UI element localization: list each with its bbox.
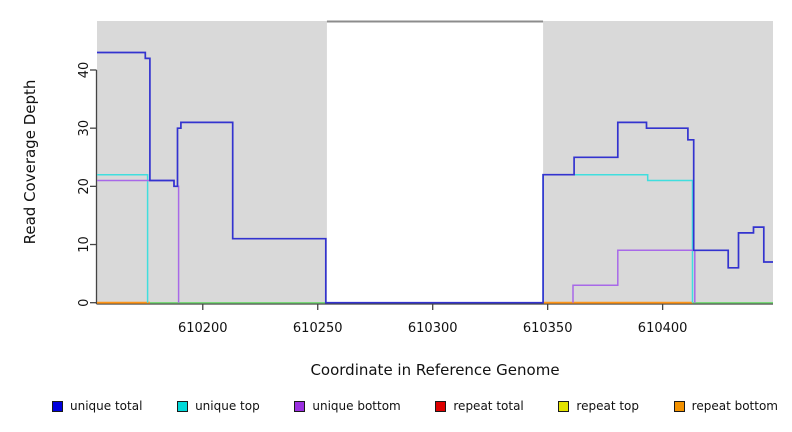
x-tick-label-610350: 610350 xyxy=(523,321,573,336)
legend-label-repeat-bottom: repeat bottom xyxy=(691,399,778,413)
x-tick-label-610300: 610300 xyxy=(408,321,458,336)
legend-label-unique-bottom: unique bottom xyxy=(312,399,401,413)
legend-label-unique-total: unique total xyxy=(70,399,143,413)
repeat-top-swatch-icon xyxy=(558,400,570,412)
y-tick-label-20: 20 xyxy=(77,178,92,195)
y-tick-label-30: 30 xyxy=(77,120,92,137)
repeat-bottom-swatch-icon xyxy=(673,400,685,412)
unique-top-swatch-icon xyxy=(177,400,189,412)
series-unique-top-line-0 xyxy=(97,173,149,303)
repeat-total-swatch-icon xyxy=(435,400,447,412)
y-axis-title: Read Coverage Depth xyxy=(21,79,39,245)
y-tick-label-10: 10 xyxy=(77,236,92,253)
legend-item-repeat-total: repeat total xyxy=(435,399,524,413)
x-tick-label-610400: 610400 xyxy=(638,321,688,336)
legend-item-repeat-bottom: repeat bottom xyxy=(673,399,778,413)
legend-item-repeat-top: repeat top xyxy=(558,399,639,413)
legend-item-unique-top: unique top xyxy=(177,399,260,413)
y-tick-label-40: 40 xyxy=(77,62,92,79)
shaded-region-right xyxy=(543,21,773,304)
legend-label-repeat-total: repeat total xyxy=(453,399,524,413)
legend-label-unique-top: unique top xyxy=(195,399,260,413)
legend: unique total unique top unique bottom repea… xyxy=(0,395,792,417)
series-unique-bottom-line-1 xyxy=(572,249,696,303)
series-unique-total-line-0 xyxy=(97,51,773,304)
x-tick-label-610200: 610200 xyxy=(178,321,228,336)
x-tick-label-610250: 610250 xyxy=(293,321,343,336)
unique-total-swatch-icon xyxy=(52,400,63,412)
legend-item-unique-total: unique total xyxy=(52,399,142,413)
x-axis-title: Coordinate in Reference Genome xyxy=(310,361,560,379)
unique-bottom-swatch-icon xyxy=(294,400,306,412)
y-tick-label-0: 0 xyxy=(77,299,92,307)
legend-label-repeat-top: repeat top xyxy=(576,399,640,413)
shaded-region-left xyxy=(97,21,327,304)
legend-item-unique-bottom: unique bottom xyxy=(294,399,401,413)
